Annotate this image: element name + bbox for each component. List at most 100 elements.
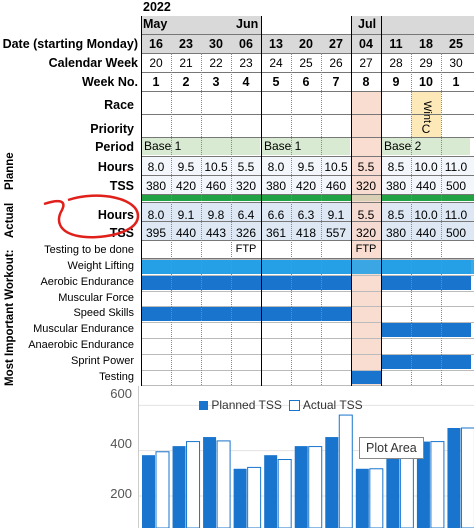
calendar-week-cell: 27 [359, 56, 373, 70]
planned-side-label: Planne [4, 152, 16, 190]
tss-chart[interactable] [138, 386, 474, 528]
date-row-bg [141, 35, 474, 53]
actual-hours-cell: 10.0 [414, 208, 438, 222]
bar-actual-tss [247, 466, 262, 528]
workout-fill [441, 354, 471, 369]
grid-line [141, 53, 474, 54]
planned-hours-cell: 10.5 [204, 160, 228, 174]
bar-planned-tss [142, 455, 155, 528]
calendar-week-cell: 30 [449, 56, 463, 70]
actual-hours-cell: 5.5 [357, 208, 375, 222]
workout-fill [381, 323, 411, 337]
workout-fill [381, 275, 411, 290]
workout-label: Anaerobic Endurance [28, 339, 134, 351]
workout-fill [321, 307, 351, 322]
actual-hours-cell: 9.8 [207, 208, 225, 222]
annotation-circle [43, 194, 140, 239]
y-tick-600: 600 [110, 386, 132, 401]
planned-hours-cell: 11.0 [444, 160, 468, 174]
month-jun: Jun [236, 17, 259, 31]
planned-hours-cell: 10.5 [324, 160, 348, 174]
week-no-cell: 6 [302, 75, 310, 89]
calendar-week-cell: 25 [299, 56, 313, 70]
grid-line [291, 53, 292, 385]
chart-canvas [139, 404, 474, 528]
grid-line [141, 338, 474, 339]
bar-planned-tss [294, 446, 308, 528]
grid-line [141, 258, 474, 259]
workout-label: Speed Skills [73, 307, 134, 320]
race-label: Race [104, 98, 134, 112]
bar-actual-tss [186, 441, 201, 528]
workout-fill [261, 275, 291, 290]
grid-line [411, 53, 412, 385]
week-divider [381, 16, 382, 386]
grid-line [141, 240, 474, 241]
workout-fill [411, 275, 441, 290]
bar-planned-tss [355, 468, 369, 528]
date-cell: 25 [449, 37, 463, 51]
planned-hours-cell: 5.5 [357, 160, 375, 174]
planned-hours-cell: 10.0 [414, 160, 438, 174]
week-no-cell: 10 [419, 75, 433, 89]
actual-tss-cell: 557 [325, 226, 347, 240]
date-cell: 16 [149, 37, 163, 51]
month-may: May [143, 17, 168, 31]
month-jul: Jul [358, 17, 377, 31]
bar-actual-tss [399, 454, 414, 528]
actual-tss-cell: 395 [145, 226, 167, 240]
actual-tss-cell: 440 [175, 226, 197, 240]
planned-hours-cell: 8.5 [387, 160, 405, 174]
grid-line [171, 53, 172, 385]
planned-tss-cell: 320 [355, 179, 377, 193]
workout-fill [441, 323, 471, 337]
date-cell: 13 [269, 37, 283, 51]
workout-fill [201, 307, 231, 322]
actual-side-label: Actual [4, 202, 16, 238]
grid-line [141, 194, 474, 195]
grid-line [441, 53, 442, 385]
calendar-week-cell: 20 [149, 56, 163, 70]
week-no-cell: 8 [362, 75, 370, 89]
date-cell: 23 [179, 37, 193, 51]
calendar-week-cell: 29 [419, 56, 433, 70]
plot-area-tooltip: Plot Area [359, 437, 424, 459]
grid-line [141, 306, 474, 308]
week-no-cell: 1 [152, 75, 160, 89]
grid-line [141, 175, 474, 176]
calendar-week-cell: 22 [209, 56, 223, 70]
planned-hours-cell: 5.5 [237, 160, 255, 174]
bar-planned-tss [325, 437, 339, 528]
planned-hours-cell: 8.0 [147, 160, 165, 174]
bar-planned-tss [416, 441, 430, 528]
calendar-week-cell: 23 [239, 56, 253, 70]
date-cell: 30 [209, 37, 223, 51]
testing-label: Testing to be done [44, 244, 134, 256]
weight-lifting-band [141, 260, 474, 274]
workout-label: Muscular Force [58, 291, 134, 304]
actual-hours-cell: 9.1 [327, 208, 345, 222]
priority-cell: C [421, 122, 431, 136]
grid-line [141, 274, 474, 276]
planned-hours-label: Hours [97, 160, 134, 174]
week-no-cell: 9 [392, 75, 400, 89]
grid-line [201, 53, 202, 385]
actual-tss-cell: 320 [355, 226, 377, 240]
week-no-cell: 3 [212, 75, 220, 89]
workout-fill [321, 275, 351, 290]
grid-line [231, 53, 232, 385]
workout-label: Aerobic Endurance [40, 275, 134, 288]
actual-tss-cell: 418 [295, 226, 317, 240]
date-cell: 27 [329, 37, 343, 51]
actual-hours-cell: 6.3 [297, 208, 315, 222]
week-no-cell: 7 [332, 75, 340, 89]
bar-actual-tss [277, 458, 292, 528]
planned-hours-cell: 8.0 [267, 160, 285, 174]
bar-actual-tss [308, 446, 323, 528]
actual-hours-label: Hours [97, 208, 134, 222]
planned-tss-cell: 420 [175, 179, 197, 193]
bar-planned-tss [172, 446, 186, 528]
week-no-cell: 1 [452, 75, 460, 89]
workout-fill [411, 354, 441, 369]
bar-planned-tss [203, 437, 217, 528]
